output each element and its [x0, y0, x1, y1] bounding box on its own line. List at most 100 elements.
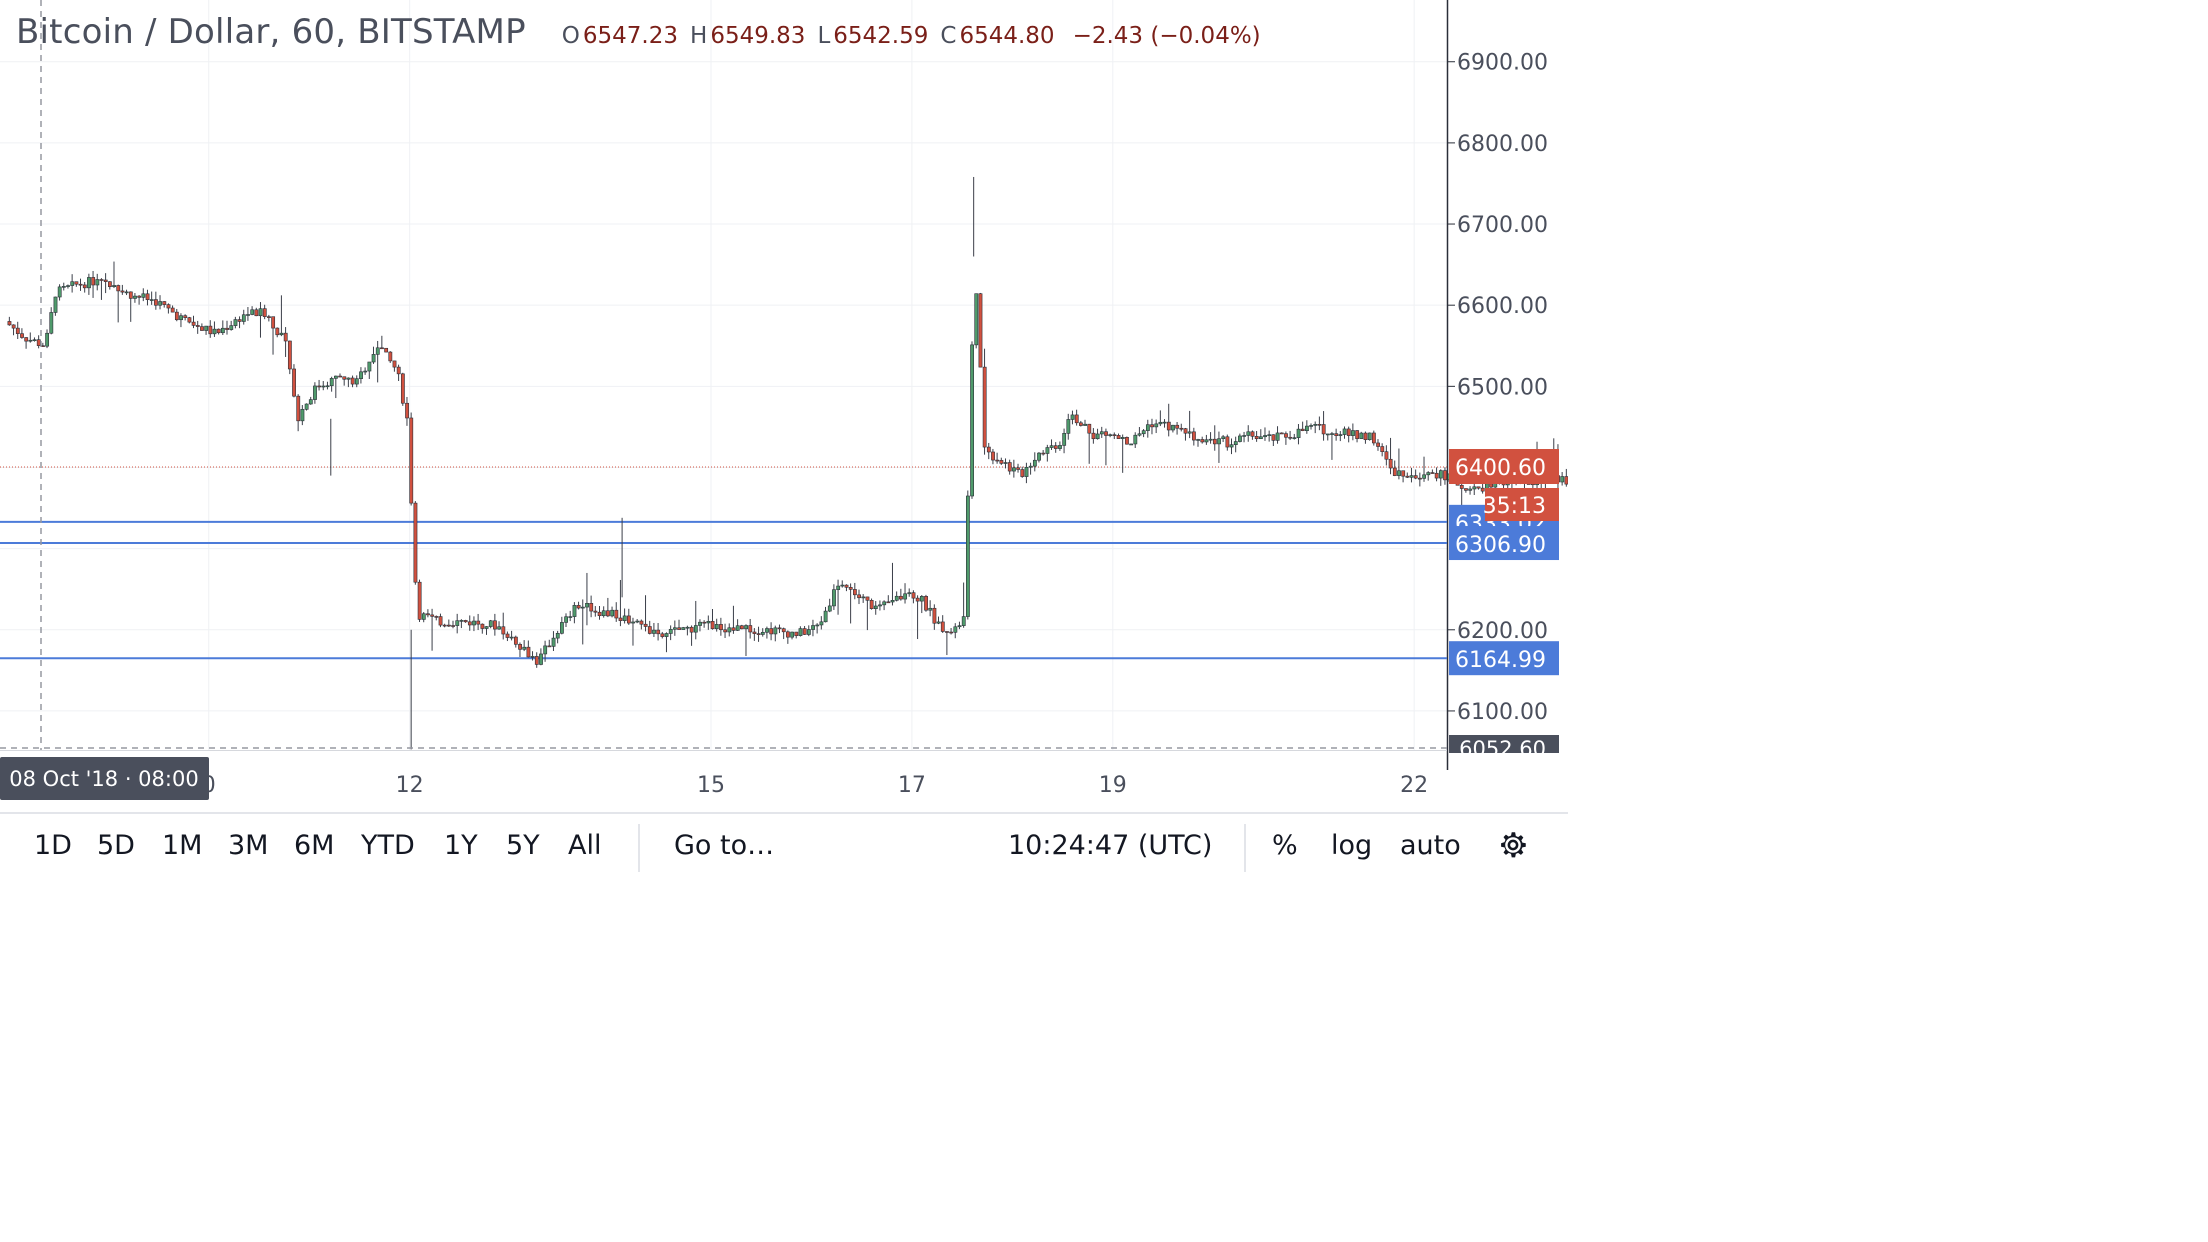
candle-body	[57, 286, 62, 298]
range-all-button[interactable]: All	[568, 830, 602, 861]
candle-body	[413, 502, 418, 583]
candle-body	[133, 295, 137, 299]
candle-body	[497, 626, 502, 630]
candle-body	[154, 299, 158, 306]
candle-body	[36, 339, 41, 346]
candle-body	[484, 626, 489, 629]
range-5y-button[interactable]: 5Y	[506, 830, 540, 861]
candle-body	[1133, 434, 1138, 445]
candle-body	[283, 332, 288, 342]
candle-body	[141, 293, 146, 298]
candle-body	[1062, 433, 1067, 446]
candle-body	[664, 633, 669, 637]
candle-body	[765, 628, 769, 633]
candle-body	[702, 621, 707, 624]
range-1m-button[interactable]: 1M	[162, 830, 203, 861]
close-label: C	[940, 23, 957, 49]
candle-body	[91, 277, 96, 286]
candle-body	[572, 605, 577, 617]
candle-body	[488, 620, 493, 627]
candle-body	[647, 626, 652, 634]
candle-body	[187, 317, 192, 323]
candle-body	[1313, 423, 1318, 426]
candle-body	[145, 293, 150, 300]
candle-body	[924, 596, 928, 611]
price-tick-label: 6800.00	[1457, 132, 1548, 157]
candle-body	[811, 625, 815, 630]
candle-body	[1129, 443, 1134, 446]
log-toggle[interactable]: log	[1331, 830, 1373, 861]
candle-body	[685, 626, 690, 629]
candle-body	[41, 345, 45, 347]
time-tick-label: 17	[898, 773, 926, 798]
candle-body	[639, 620, 644, 625]
candle-body	[1037, 452, 1041, 461]
price-chart[interactable]: 6333.026306.906164.996900.006800.006700.…	[0, 0, 1568, 812]
range-ytd-button[interactable]: YTD	[361, 830, 415, 861]
candle-body	[233, 319, 238, 326]
candle-body	[392, 360, 397, 368]
percent-toggle[interactable]: %	[1272, 830, 1298, 861]
horizontal-lines[interactable]	[0, 466, 1447, 660]
utc-clock[interactable]: 10:24:47 (UTC)	[1008, 830, 1213, 861]
candle-body	[597, 611, 602, 617]
auto-toggle[interactable]: auto	[1400, 830, 1461, 861]
candle-body	[304, 403, 309, 410]
candle-body	[200, 326, 204, 331]
candle-body	[359, 371, 363, 380]
candle-body	[899, 595, 903, 600]
candle-body	[70, 281, 75, 286]
candle-body	[1476, 486, 1481, 489]
candle-body	[869, 600, 874, 609]
candle-body	[543, 645, 548, 655]
candle-body	[1438, 470, 1443, 479]
price-axis[interactable]: 6333.026306.906164.996900.006800.006700.…	[1447, 51, 1568, 812]
candle-body	[1079, 422, 1083, 426]
candle-body	[509, 636, 514, 639]
candle-body	[1058, 445, 1062, 449]
candle-body	[183, 315, 188, 318]
candle-body	[179, 315, 183, 321]
low-label: L	[817, 23, 831, 49]
range-1d-button[interactable]: 1D	[34, 830, 72, 861]
candle-body	[890, 600, 895, 603]
candle-body	[1020, 469, 1025, 477]
candle-body	[442, 624, 447, 627]
candle-body	[87, 277, 91, 289]
candle-body	[513, 636, 518, 645]
candle-body	[1125, 437, 1129, 445]
candle-body	[903, 593, 908, 600]
candle-body	[103, 279, 108, 282]
ohlc-values: O 6547.23 H 6549.83 L 6542.59 C 6544.80 −2.43 (−…	[562, 23, 1261, 49]
range-6m-button[interactable]: 6M	[294, 830, 335, 861]
close-value: 6544.80	[959, 23, 1055, 49]
candle-body	[932, 607, 937, 624]
candle-body	[1267, 434, 1272, 436]
candle-body	[928, 607, 933, 611]
candle-body	[773, 627, 778, 635]
candle-body	[894, 595, 899, 601]
candle-body	[1355, 430, 1360, 439]
candle-body	[622, 615, 627, 621]
range-1y-button[interactable]: 1Y	[444, 830, 478, 861]
candle-body	[827, 605, 832, 612]
candle-body	[915, 597, 920, 602]
candle-body	[388, 351, 393, 362]
price-tick-label: 6700.00	[1457, 213, 1548, 238]
candle-body	[940, 621, 945, 632]
range-3m-button[interactable]: 3M	[228, 830, 269, 861]
candle-body	[267, 316, 271, 318]
candle-body	[501, 626, 506, 635]
crosshair-time-label-bg	[0, 757, 209, 800]
candle-body	[1426, 472, 1431, 476]
range-5d-button[interactable]: 5D	[97, 830, 135, 861]
candlestick-series	[7, 176, 1568, 750]
gear-icon[interactable]	[1496, 828, 1530, 862]
goto-button[interactable]: Go to…	[674, 830, 775, 861]
candle-body	[1120, 437, 1125, 439]
candle-body	[1238, 435, 1242, 442]
candle-body	[731, 627, 736, 631]
candle-body	[275, 327, 280, 336]
candle-body	[271, 316, 276, 329]
